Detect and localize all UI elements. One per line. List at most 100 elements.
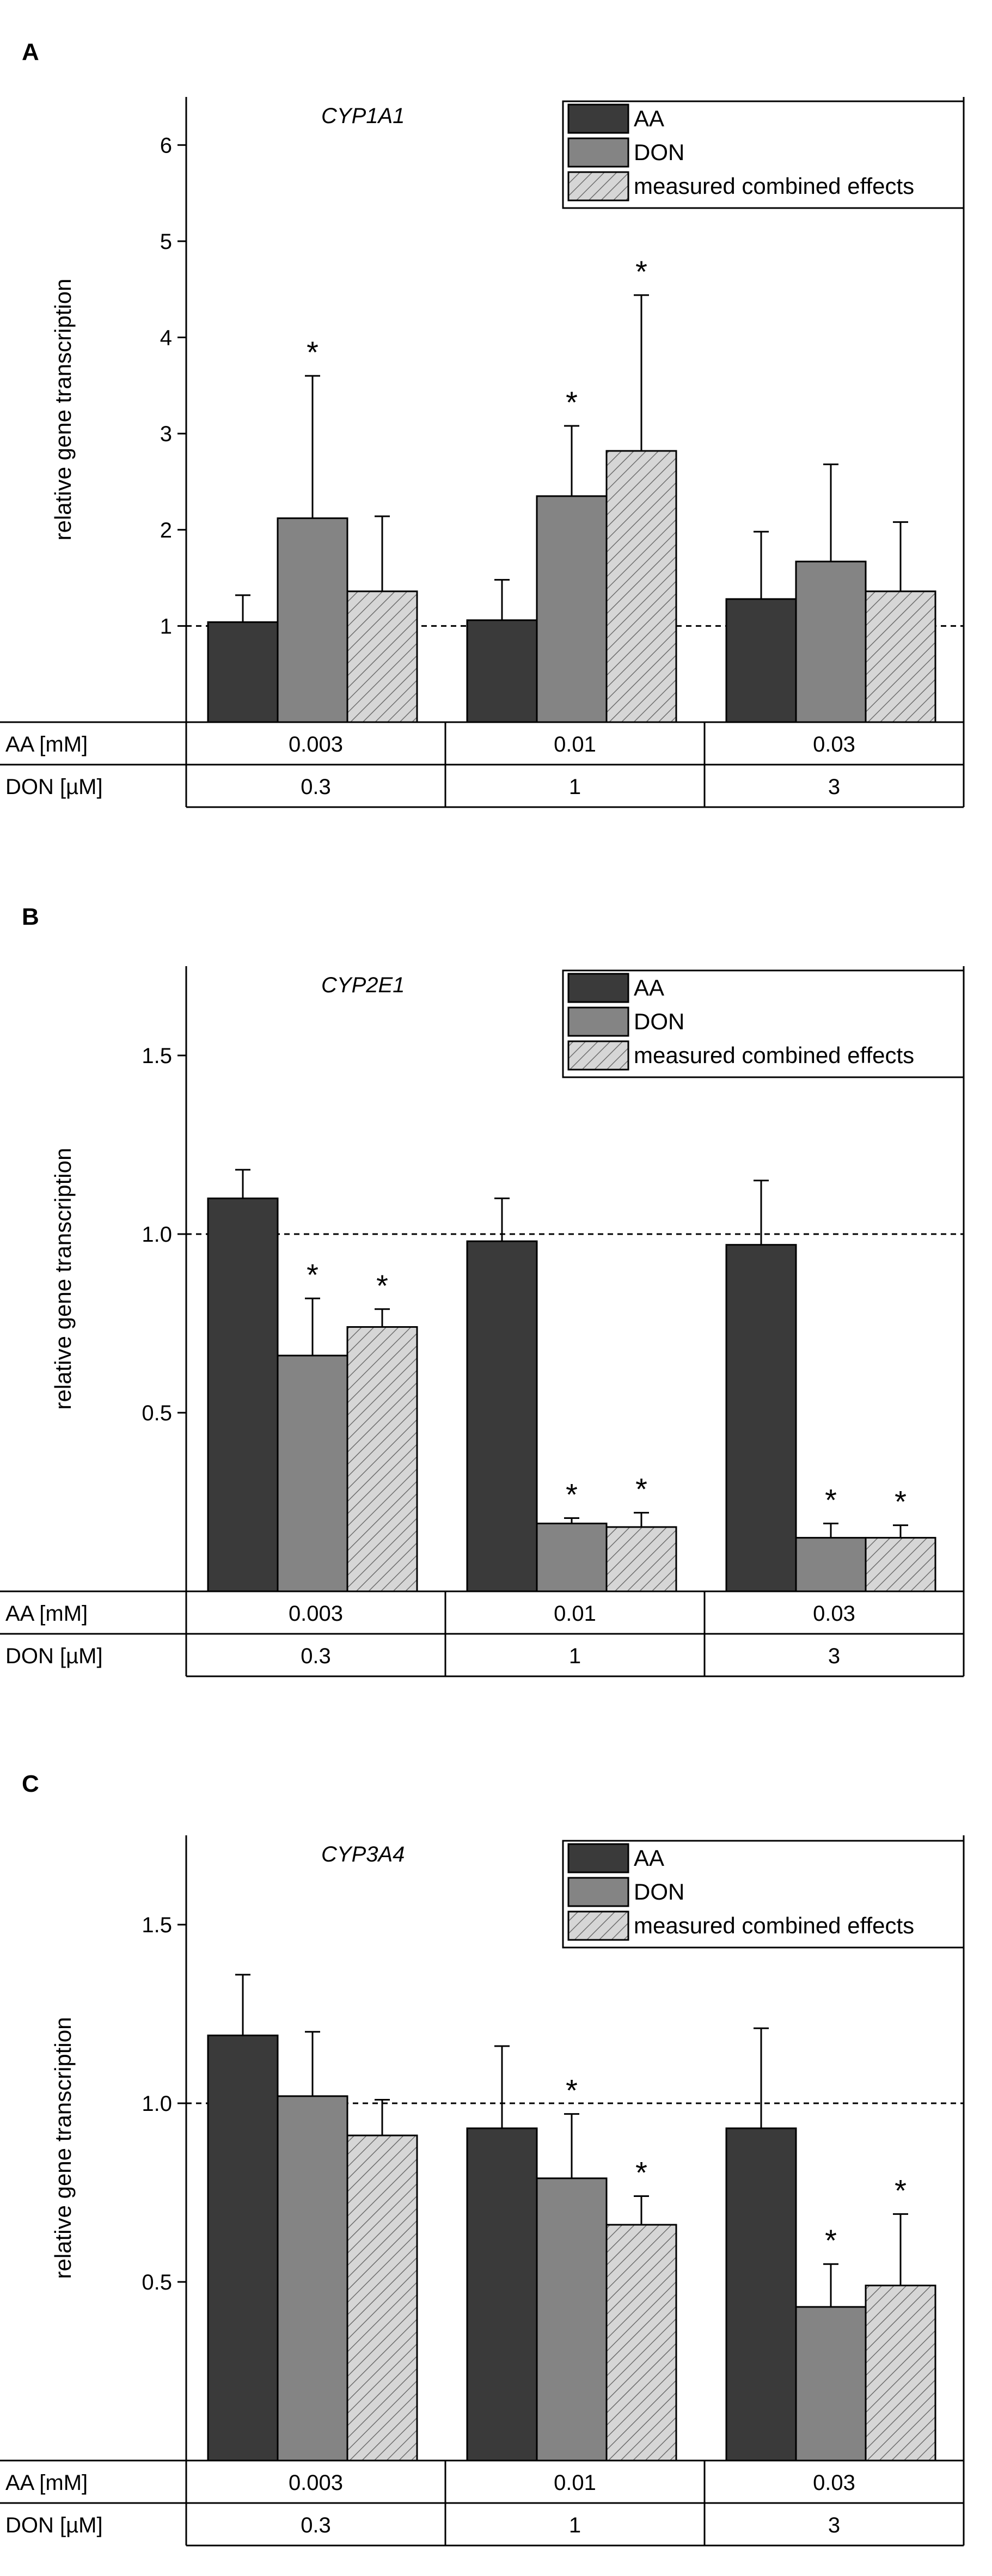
bar-measured-combined-effects <box>865 2285 936 2462</box>
y-tick-label: 1.5 <box>142 1044 172 1068</box>
legend-label: AA <box>634 1845 664 1871</box>
legend-swatch <box>567 103 629 134</box>
significance-star: * <box>635 1472 647 1506</box>
bar-measured-combined-effects <box>346 590 418 723</box>
bar-aa <box>725 1244 797 1592</box>
bar-aa <box>207 2034 279 2462</box>
bar-aa <box>466 2127 538 2462</box>
legend-box <box>562 1840 965 1949</box>
bar-don <box>795 1537 867 1592</box>
aa-concentration: 0.03 <box>813 2471 855 2495</box>
bar-measured-combined-effects <box>605 450 677 723</box>
gene-title: CYP2E1 <box>321 973 405 997</box>
significance-star: * <box>307 335 319 369</box>
don-concentration: 3 <box>828 2513 840 2537</box>
y-tick-label: 0.5 <box>142 1401 172 1425</box>
legend-label: measured combined effects <box>634 1913 914 1938</box>
significance-star: * <box>825 2223 837 2257</box>
bar-measured-combined-effects <box>605 2224 677 2462</box>
bar-aa <box>207 1197 279 1592</box>
gene-title: CYP1A1 <box>321 104 405 128</box>
legend-swatch <box>567 1910 629 1941</box>
row-label-aa: AA [mM] <box>5 732 88 756</box>
bar-aa <box>725 598 797 723</box>
significance-star: * <box>307 1258 319 1292</box>
legend-label: measured combined effects <box>634 1042 914 1068</box>
bar-aa <box>207 621 279 723</box>
bar-don <box>795 2306 867 2462</box>
don-concentration: 1 <box>569 1644 581 1668</box>
y-tick-label: 0.5 <box>142 2270 172 2294</box>
significance-star: * <box>895 2173 907 2207</box>
aa-concentration: 0.03 <box>813 1602 855 1626</box>
y-tick-label: 4 <box>160 326 172 350</box>
bar-don <box>536 2177 608 2462</box>
legend-swatch <box>567 973 629 1003</box>
don-concentration: 1 <box>569 2513 581 2537</box>
aa-concentration: 0.003 <box>289 1602 343 1626</box>
legend-label: measured combined effects <box>634 173 914 199</box>
aa-concentration: 0.003 <box>289 732 343 756</box>
legend-swatch <box>567 1040 629 1071</box>
don-concentration: 3 <box>828 775 840 799</box>
legend-swatch <box>567 171 629 202</box>
panel-letter: B <box>22 904 39 930</box>
don-concentration: 0.3 <box>301 1644 331 1668</box>
significance-star: * <box>825 1482 837 1517</box>
y-tick-label: 6 <box>160 133 172 157</box>
row-label-aa: AA [mM] <box>5 1602 88 1626</box>
bar-don <box>536 1522 608 1592</box>
row-label-don: DON [µM] <box>5 775 103 799</box>
bar-aa <box>466 619 538 723</box>
significance-star: * <box>566 385 578 419</box>
don-concentration: 1 <box>569 775 581 799</box>
bar-don <box>277 517 348 723</box>
panel-letter: A <box>22 39 39 65</box>
bar-don <box>277 1354 348 1592</box>
don-concentration: 3 <box>828 1644 840 1668</box>
row-label-don: DON [µM] <box>5 2513 103 2537</box>
bar-measured-combined-effects <box>605 1526 677 1592</box>
bar-don <box>277 2095 348 2462</box>
panels: A 1 2 3 4 5 6 relative gene transcription CYP1A1… <box>0 39 965 2547</box>
y-tick-label: 5 <box>160 230 172 254</box>
legend-label: AA <box>634 106 664 131</box>
aa-concentration: 0.03 <box>813 732 855 756</box>
legend-label: DON <box>634 139 684 165</box>
aa-concentration: 0.003 <box>289 2471 343 2495</box>
legend-label: DON <box>634 1009 684 1034</box>
don-concentration: 0.3 <box>301 2513 331 2537</box>
bar-measured-combined-effects <box>865 590 936 723</box>
y-tick-label: 1.5 <box>142 1913 172 1937</box>
legend-swatch <box>567 1843 629 1873</box>
aa-concentration: 0.01 <box>554 2471 596 2495</box>
y-tick-label: 1.0 <box>142 1223 172 1247</box>
legend-label: AA <box>634 975 664 1000</box>
significance-star: * <box>895 1485 907 1519</box>
gene-title: CYP3A4 <box>321 1842 405 1866</box>
y-axis-label: relative gene transcription <box>50 1148 76 1410</box>
significance-star: * <box>566 2073 578 2108</box>
aa-concentration: 0.01 <box>554 732 596 756</box>
panel-b: B 0.5 1.0 1.5 relative gene transcription CYP… <box>0 904 965 1677</box>
legend-box <box>562 969 965 1078</box>
don-concentration: 0.3 <box>301 775 331 799</box>
legend-swatch <box>567 1877 629 1907</box>
y-tick-label: 2 <box>160 518 172 542</box>
panel-c: C 0.5 1.0 1.5 relative gene transcription CYP… <box>0 1771 965 2547</box>
y-axis-label: relative gene transcription <box>50 2017 76 2279</box>
aa-concentration: 0.01 <box>554 1602 596 1626</box>
row-label-aa: AA [mM] <box>5 2471 88 2495</box>
legend-label: DON <box>634 1879 684 1904</box>
bar-measured-combined-effects <box>346 1326 418 1592</box>
y-tick-label: 3 <box>160 422 172 446</box>
bar-measured-combined-effects <box>865 1537 936 1592</box>
panel-letter: C <box>22 1771 39 1797</box>
y-tick-label: 1.0 <box>142 2092 172 2116</box>
significance-star: * <box>635 2156 647 2190</box>
legend-box <box>562 100 965 209</box>
bar-aa <box>725 2127 797 2462</box>
panel-a: A 1 2 3 4 5 6 relative gene transcription CYP1A1… <box>0 39 965 808</box>
legend-swatch <box>567 1006 629 1037</box>
